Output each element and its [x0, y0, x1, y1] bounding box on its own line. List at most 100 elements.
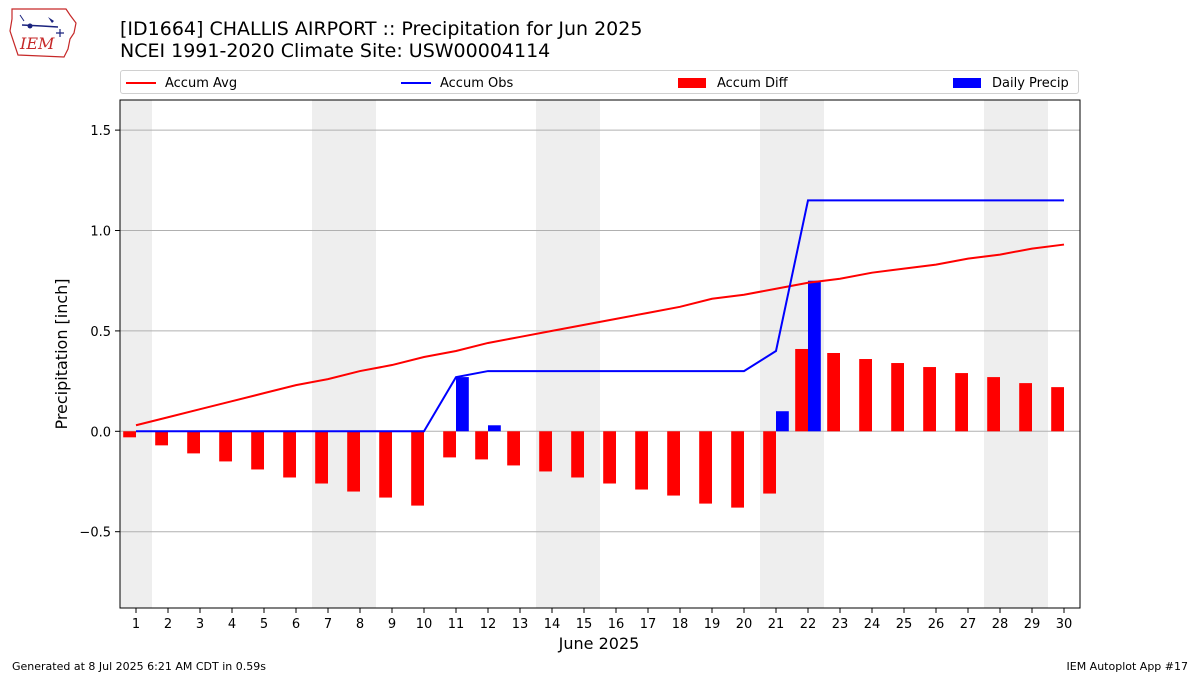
daily-precip-bar-day-11: [456, 377, 469, 432]
accum-diff-bar-day-17: [635, 431, 648, 490]
chart-subtitle: NCEI 1991-2020 Climate Site: USW00004114: [120, 40, 551, 62]
daily-precip-bars: [456, 280, 821, 432]
accum-diff-bar-day-24: [859, 359, 872, 432]
x-tick-label: 11: [448, 617, 465, 632]
accum-diff-bar-day-8: [347, 431, 360, 492]
x-tick-label: 1: [132, 617, 140, 632]
legend-accum-diff-label: Accum Diff: [717, 75, 788, 91]
accum-diff-bar-day-7: [315, 431, 328, 484]
legend-accum-avg: Accum Avg: [126, 71, 237, 95]
x-tick-label: 2: [164, 617, 172, 632]
accum-diff-bar-day-1: [123, 431, 136, 438]
daily-precip-bar-day-21: [776, 411, 789, 432]
accum-diff-bar-day-22: [795, 348, 808, 432]
legend-daily-precip-swatch: [953, 78, 981, 88]
weekend-shade-day-8: [344, 100, 376, 608]
accum-diff-bar-day-16: [603, 431, 616, 484]
x-tick-label: 16: [608, 617, 625, 632]
axes: −0.50.00.51.01.51 2 3 4 5 6 7 8 9 10 11 12 13 14 15 16 1…: [79, 99, 1081, 632]
accum-diff-bar-day-15: [571, 431, 584, 478]
legend-accum-diff-swatch: [678, 78, 706, 88]
x-tick-label: 25: [896, 617, 913, 632]
weekend-shade-day-7: [312, 100, 344, 608]
y-tick-label: 0.0: [90, 425, 111, 440]
weekend-shade-day-1: [120, 100, 152, 608]
y-tick-label: 0.5: [90, 325, 111, 340]
accum-diff-bar-day-25: [891, 363, 904, 432]
x-tick-label: 24: [864, 617, 881, 632]
legend-accum-avg-swatch: [126, 82, 156, 84]
legend-accum-obs-swatch: [401, 82, 431, 84]
gridlines: [120, 129, 1080, 533]
x-tick-label: 20: [736, 617, 753, 632]
accum-diff-bar-day-10: [411, 431, 424, 506]
x-tick-label: 3: [196, 617, 204, 632]
accum-diff-bar-day-27: [955, 373, 968, 432]
accum-diff-bar-day-11: [443, 431, 456, 458]
accum-lines: [135, 199, 1065, 433]
x-tick-label: 7: [324, 617, 332, 632]
app-credit: IEM Autoplot App #17: [1066, 660, 1189, 673]
weekend-shade-day-29: [1016, 100, 1048, 608]
x-tick-label: 5: [260, 617, 268, 632]
weekend-shade-day-14: [536, 100, 568, 608]
iowa-map-icon: IEM: [9, 8, 77, 58]
accum-avg-line: [135, 243, 1065, 427]
x-tick-label: 4: [228, 617, 236, 632]
legend-daily-precip-label: Daily Precip: [992, 75, 1069, 91]
accum-diff-bar-day-2: [155, 431, 168, 446]
legend-accum-obs: Accum Obs: [401, 71, 513, 95]
x-tick-label: 17: [640, 617, 657, 632]
daily-precip-bar-day-12: [488, 425, 501, 432]
accum-diff-bar-day-5: [251, 431, 264, 470]
weekend-shade-day-28: [984, 100, 1016, 608]
legend-accum-diff: Accum Diff: [678, 71, 788, 95]
x-tick-label: 8: [356, 617, 364, 632]
x-tick-label: 14: [544, 617, 561, 632]
accum-diff-bar-day-20: [731, 431, 744, 508]
y-axis-label: Precipitation [inch]: [52, 278, 71, 429]
x-tick-label: 10: [416, 617, 433, 632]
generated-timestamp: Generated at 8 Jul 2025 6:21 AM CDT in 0…: [12, 660, 266, 673]
accum-diff-bar-day-29: [1019, 383, 1032, 432]
accum-diff-bar-day-12: [475, 431, 488, 460]
legend: Accum Avg Accum Obs Accum Diff Daily Pre…: [120, 70, 1079, 94]
accum-diff-bar-day-9: [379, 431, 392, 498]
accum-diff-bar-day-19: [699, 431, 712, 504]
x-tick-label: 9: [388, 617, 396, 632]
x-tick-label: 23: [832, 617, 849, 632]
accum-diff-bar-day-4: [219, 431, 232, 462]
x-tick-label: 18: [672, 617, 689, 632]
x-tick-label: 13: [512, 617, 529, 632]
accum-diff-bar-day-23: [827, 352, 840, 432]
weekend-shade-day-21: [760, 100, 792, 608]
accum-diff-bars: [123, 348, 1064, 508]
accum-diff-bar-day-13: [507, 431, 520, 466]
weekend-shade-day-15: [568, 100, 600, 608]
chart-title: [ID1664] CHALLIS AIRPORT :: Precipitatio…: [120, 18, 643, 40]
x-tick-label: 28: [992, 617, 1009, 632]
x-tick-label: 19: [704, 617, 721, 632]
accum-diff-bar-day-26: [923, 367, 936, 432]
accum-diff-bar-day-28: [987, 377, 1000, 432]
y-tick-label: 1.5: [90, 124, 111, 139]
y-tick-label: 1.0: [90, 225, 111, 240]
accum-diff-bar-day-30: [1051, 387, 1064, 432]
accum-diff-bar-day-6: [283, 431, 296, 478]
legend-daily-precip: Daily Precip: [953, 71, 1069, 95]
x-tick-label: 30: [1056, 617, 1073, 632]
x-tick-label: 12: [480, 617, 497, 632]
accum-diff-bar-day-21: [763, 431, 776, 494]
x-tick-label: 21: [768, 617, 785, 632]
legend-accum-obs-label: Accum Obs: [440, 75, 514, 91]
plot-frame: [119, 99, 1081, 609]
legend-accum-avg-label: Accum Avg: [165, 75, 238, 91]
accum-diff-bar-day-3: [187, 431, 200, 454]
iem-logo: IEM: [8, 5, 80, 59]
weekend-shading: [120, 100, 1048, 608]
x-tick-label: 27: [960, 617, 977, 632]
x-tick-label: 15: [576, 617, 593, 632]
x-tick-label: 6: [292, 617, 300, 632]
y-tick-label: −0.5: [79, 526, 111, 541]
